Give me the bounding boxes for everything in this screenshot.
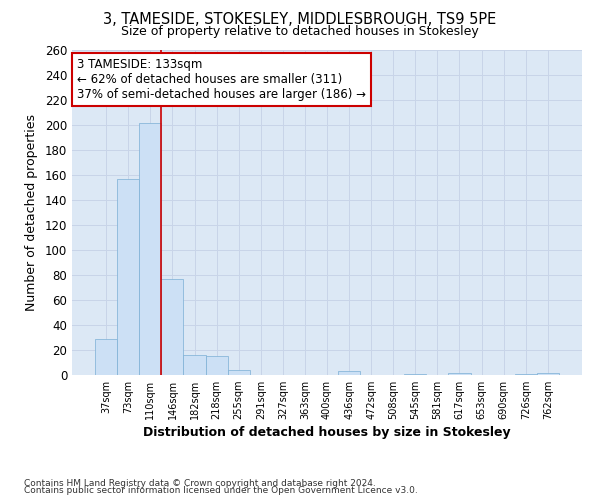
Bar: [139, 122, 161, 375]
Bar: [161, 279, 184, 375]
Y-axis label: Number of detached properties: Number of detached properties: [25, 114, 38, 311]
Bar: [117, 179, 139, 375]
Bar: [404, 374, 427, 375]
Text: 3 TAMESIDE: 133sqm
← 62% of detached houses are smaller (311)
37% of semi-detach: 3 TAMESIDE: 133sqm ← 62% of detached hou…: [77, 58, 366, 101]
Text: Contains HM Land Registry data © Crown copyright and database right 2024.: Contains HM Land Registry data © Crown c…: [24, 478, 376, 488]
Bar: [206, 356, 227, 375]
Text: 3, TAMESIDE, STOKESLEY, MIDDLESBROUGH, TS9 5PE: 3, TAMESIDE, STOKESLEY, MIDDLESBROUGH, T…: [103, 12, 497, 28]
Bar: [448, 372, 470, 375]
Bar: [515, 374, 537, 375]
Bar: [184, 355, 206, 375]
Text: Size of property relative to detached houses in Stokesley: Size of property relative to detached ho…: [121, 25, 479, 38]
X-axis label: Distribution of detached houses by size in Stokesley: Distribution of detached houses by size …: [143, 426, 511, 440]
Bar: [537, 372, 559, 375]
Bar: [95, 339, 117, 375]
Text: Contains public sector information licensed under the Open Government Licence v3: Contains public sector information licen…: [24, 486, 418, 495]
Bar: [227, 370, 250, 375]
Bar: [338, 371, 360, 375]
